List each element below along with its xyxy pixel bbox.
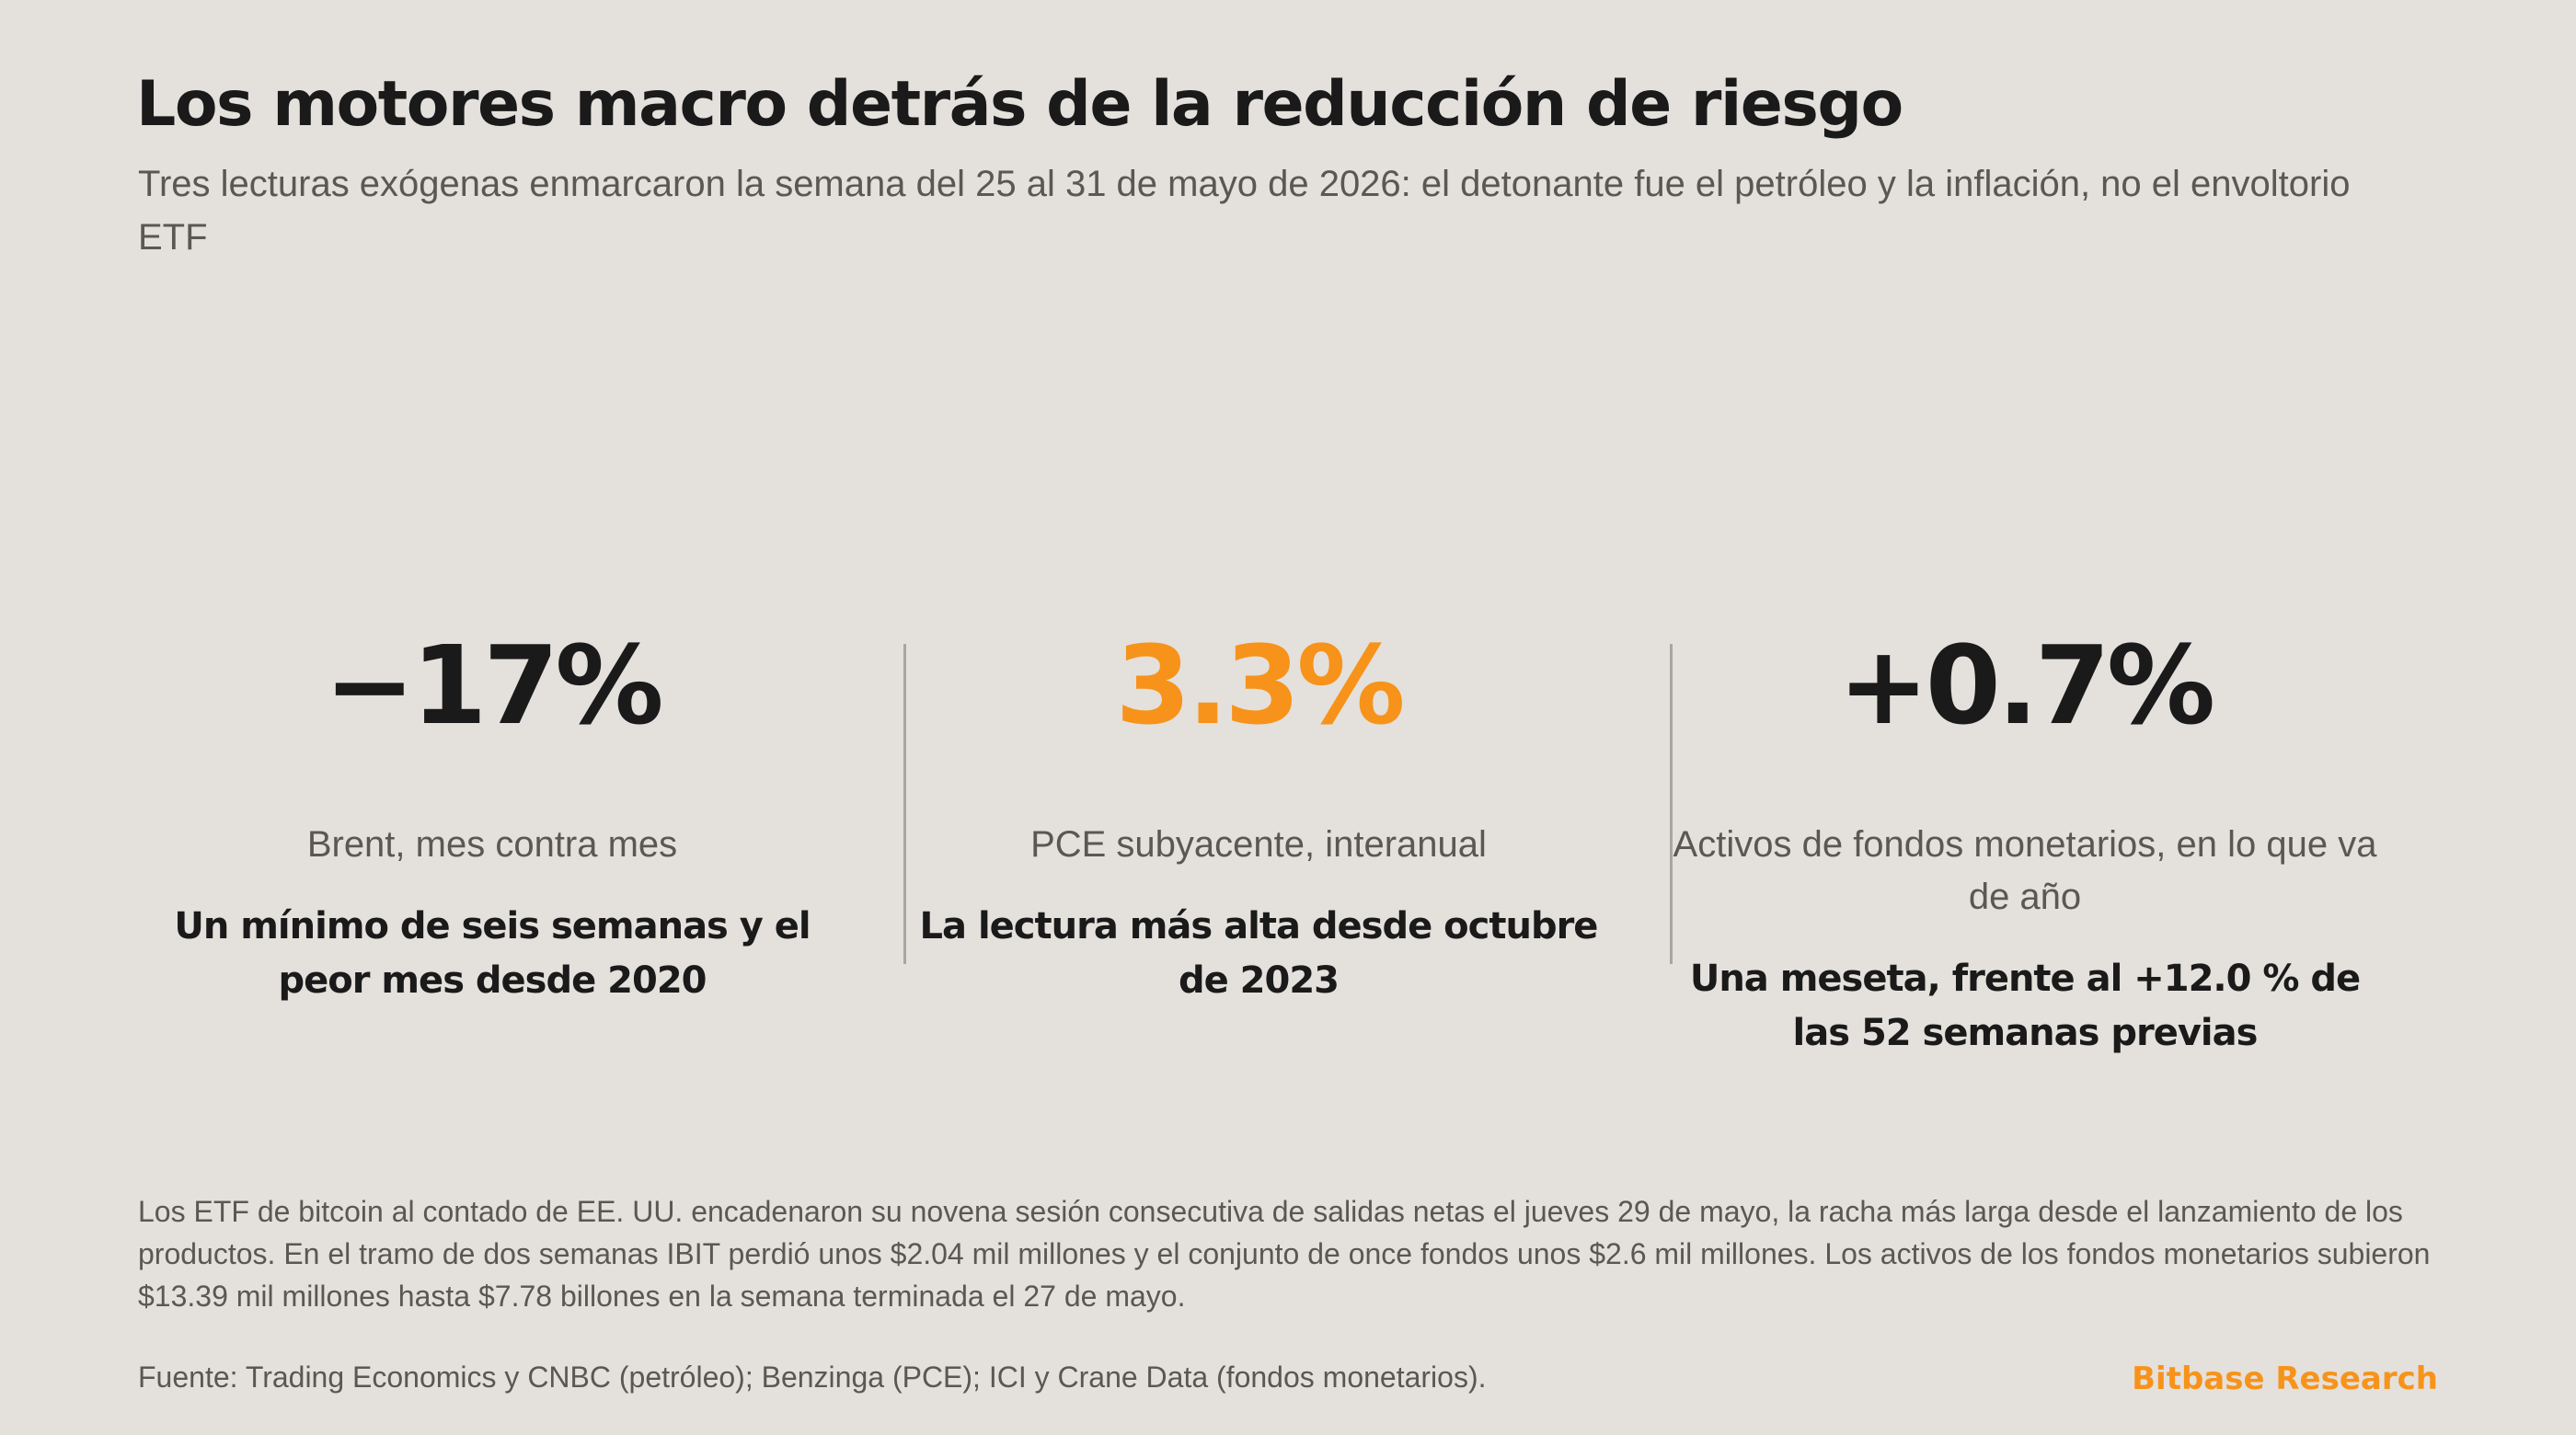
stat-value: −17% — [324, 622, 663, 749]
column-divider — [1670, 644, 1673, 964]
stat-note: Una meseta, frente al +12.0 % de las 52 … — [1689, 958, 2361, 1054]
source-note: Fuente: Trading Economics y CNBC (petról… — [138, 1360, 1487, 1394]
stat-brent: −17% Brent, mes contra mes Un mínimo de … — [138, 616, 846, 1008]
stat-note: Un mínimo de seis semanas y el peor mes … — [174, 905, 811, 1002]
stat-money-market: +0.7% Activos de fondos monetarios, en l… — [1671, 616, 2379, 1061]
stat-value: 3.3% — [1115, 622, 1405, 749]
page-subtitle: Tres lecturas exógenas enmarcaron la sem… — [138, 164, 2351, 258]
stat-label: Activos de fondos monetarios, en lo que … — [1673, 824, 2377, 917]
stat-label: PCE subyacente, interanual — [1030, 824, 1487, 865]
stats-panel: −17% Brent, mes contra mes Un mínimo de … — [138, 616, 2438, 1058]
brand-label: Bitbase Research — [2132, 1360, 2438, 1397]
footnote-body: Los ETF de bitcoin al contado de EE. UU.… — [138, 1195, 2431, 1313]
stat-pce: 3.3% PCE subyacente, interanual La lectu… — [904, 616, 1613, 1008]
stat-value: +0.7% — [1837, 622, 2215, 749]
stat-label: Brent, mes contra mes — [306, 824, 678, 865]
column-divider — [903, 644, 906, 964]
page-title: Los motores macro detrás de la reducción… — [136, 68, 1903, 141]
stat-note: La lectura más alta desde octubre de 202… — [919, 905, 1599, 1002]
